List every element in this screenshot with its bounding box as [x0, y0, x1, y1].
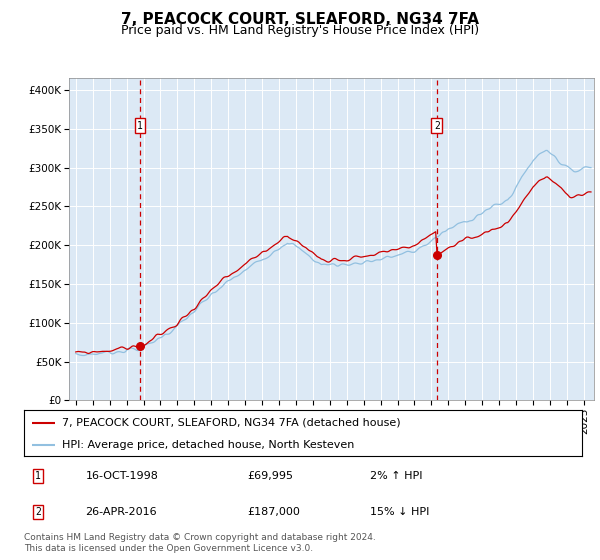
- Text: £69,995: £69,995: [247, 471, 293, 481]
- Text: 26-APR-2016: 26-APR-2016: [85, 507, 157, 517]
- Text: HPI: Average price, detached house, North Kesteven: HPI: Average price, detached house, Nort…: [62, 440, 355, 450]
- Text: 15% ↓ HPI: 15% ↓ HPI: [370, 507, 430, 517]
- Text: Price paid vs. HM Land Registry's House Price Index (HPI): Price paid vs. HM Land Registry's House …: [121, 24, 479, 36]
- Text: 7, PEACOCK COURT, SLEAFORD, NG34 7FA (detached house): 7, PEACOCK COURT, SLEAFORD, NG34 7FA (de…: [62, 418, 401, 428]
- Text: 16-OCT-1998: 16-OCT-1998: [85, 471, 158, 481]
- Text: 2: 2: [434, 121, 440, 130]
- Text: 2% ↑ HPI: 2% ↑ HPI: [370, 471, 422, 481]
- Text: 1: 1: [35, 471, 41, 481]
- Text: 2: 2: [35, 507, 41, 517]
- Text: 7, PEACOCK COURT, SLEAFORD, NG34 7FA: 7, PEACOCK COURT, SLEAFORD, NG34 7FA: [121, 12, 479, 27]
- Text: £187,000: £187,000: [247, 507, 300, 517]
- Text: 1: 1: [137, 121, 143, 130]
- Text: Contains HM Land Registry data © Crown copyright and database right 2024.
This d: Contains HM Land Registry data © Crown c…: [24, 533, 376, 553]
